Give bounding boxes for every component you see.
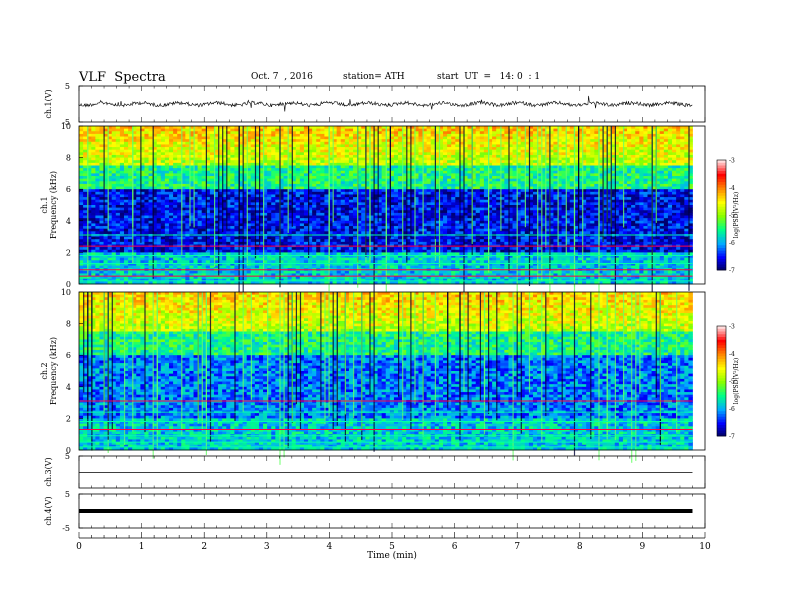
y-axis-label: ch.4(V) <box>44 496 53 525</box>
x-tick-label: 1 <box>139 542 145 552</box>
x-tick-label: 6 <box>452 542 458 552</box>
y-tick-label: 0 <box>66 280 71 289</box>
x-tick-label: 10 <box>699 542 711 552</box>
y-axis-label: ch.3(V) <box>44 457 53 486</box>
timeseries-panel-ch3 <box>78 455 706 489</box>
colorbar-tick-label: -5 <box>729 379 735 386</box>
colorbar-label: log(PSD(V²/Hz) <box>733 192 740 239</box>
y-axis-label: ch.1 <box>40 196 49 213</box>
date-label: Oct. 7 , 2016 <box>251 72 313 82</box>
y-tick-label: 5 <box>65 82 70 91</box>
x-tick-label: 9 <box>640 542 646 552</box>
spectrogram-panel-ch1 <box>78 125 706 299</box>
y-tick-label: 5 <box>65 452 70 461</box>
y-tick-label: -5 <box>62 524 70 533</box>
y-tick-label: 0 <box>66 446 71 455</box>
colorbar-ch2 <box>716 325 727 437</box>
y-tick-label: 6 <box>66 185 71 194</box>
y-tick-label: 8 <box>66 320 71 329</box>
y-tick-label: 2 <box>66 414 71 423</box>
y-axis-label: ch.2 <box>40 362 49 379</box>
x-tick-label: 4 <box>327 542 333 552</box>
start-time-label: start UT = 14: 0 : 1 <box>437 72 541 82</box>
colorbar-tick-label: -4 <box>729 351 735 358</box>
colorbar-tick-label: -3 <box>729 158 735 165</box>
y-tick-label: 2 <box>66 248 71 257</box>
colorbar-ch1 <box>716 159 727 271</box>
colorbar-tick-label: -4 <box>729 185 735 192</box>
colorbar-tick-label: -5 <box>729 213 735 220</box>
x-axis-label: Time (min) <box>367 550 417 561</box>
y-tick-label: 8 <box>66 154 71 163</box>
y-axis-label: Frequency (kHz) <box>49 337 58 405</box>
colorbar-tick-label: -3 <box>729 324 735 331</box>
x-tick-label: 5 <box>389 542 395 552</box>
ch1-trace <box>78 95 693 112</box>
colorbar-tick-label: -6 <box>729 406 735 413</box>
y-axis-label: ch.1(V) <box>44 89 53 118</box>
spectrogram-panel-ch2 <box>78 291 706 465</box>
y-tick-label: 10 <box>61 288 71 297</box>
x-tick-label: 8 <box>577 542 583 552</box>
x-tick-label: 3 <box>264 542 270 552</box>
y-tick-label: 4 <box>66 383 71 392</box>
colorbar-frame <box>716 159 727 271</box>
panel-frame <box>78 125 706 285</box>
colorbar-frame <box>716 325 727 437</box>
station-label: station= ATH <box>343 72 405 82</box>
chart-title: VLF Spectra <box>79 70 166 85</box>
colorbar-tick-label: -6 <box>729 240 735 247</box>
y-tick-label: -5 <box>62 118 70 127</box>
y-tick-label: 4 <box>66 217 71 226</box>
x-tick-label: 7 <box>514 542 520 552</box>
timeseries-panel-ch4 <box>78 493 706 529</box>
colorbar-tick-label: -7 <box>729 434 735 441</box>
colorbar-label: log(PSD(V²/Hz) <box>733 358 740 405</box>
colorbar-tick-label: -7 <box>729 268 735 275</box>
y-tick-label: 5 <box>65 490 70 499</box>
y-tick-label: 10 <box>61 122 71 131</box>
x-tick-label: 2 <box>201 542 207 552</box>
y-axis-label: Frequency (kHz) <box>49 171 58 239</box>
y-tick-label: 6 <box>66 351 71 360</box>
timeseries-panel-ch1 <box>78 85 706 123</box>
x-tick-label: 0 <box>76 542 82 552</box>
panel-frame <box>78 291 706 451</box>
